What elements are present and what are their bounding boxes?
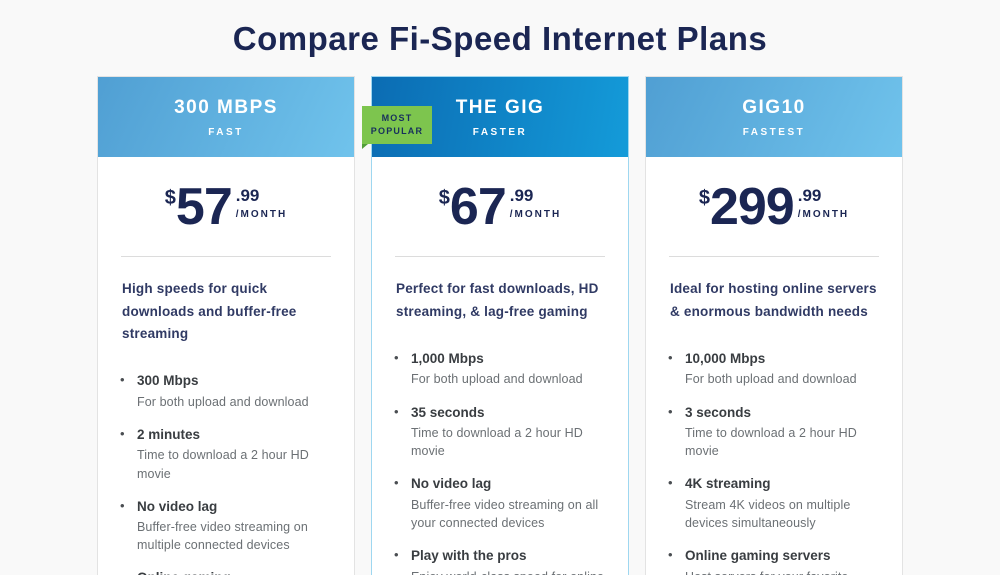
feature-item: • Online gaming Get your fill with unlim… <box>120 569 336 575</box>
feature-item: • 1,000 Mbps For both upload and downloa… <box>394 350 610 389</box>
feature-title: 4K streaming <box>685 476 771 492</box>
feature-detail: Stream 4K videos on multiple devices sim… <box>685 497 851 531</box>
feature-title: No video lag <box>411 476 492 492</box>
bullet-icon: • <box>394 403 399 419</box>
feature-detail: Time to download a 2 hour HD movie <box>685 426 857 459</box>
bullet-icon: • <box>120 425 125 441</box>
currency-symbol: $ <box>164 187 176 209</box>
price-cents: .99 <box>235 186 260 205</box>
feature-item: • 10,000 Mbps For both upload and downlo… <box>668 350 884 389</box>
price-amount: 299 <box>709 178 795 236</box>
plan-tier: FASTER <box>472 126 528 138</box>
price-period: /MONTH <box>509 209 562 220</box>
feature-item: • 35 seconds Time to download a 2 hour H… <box>394 404 610 461</box>
plan-name: 300 MBPS <box>174 96 278 118</box>
feature-detail: For both upload and download <box>685 372 857 387</box>
bullet-icon: • <box>394 547 399 563</box>
bullet-icon: • <box>668 475 673 491</box>
bullet-icon: • <box>668 349 673 365</box>
feature-title: 300 Mbps <box>137 373 199 389</box>
feature-title: 3 seconds <box>685 404 752 420</box>
plan-price: $ 67 .99 /MONTH <box>372 178 628 236</box>
feature-title: 35 seconds <box>411 404 485 420</box>
price-cents: .99 <box>797 186 822 205</box>
feature-title: Online gaming <box>137 569 336 575</box>
feature-detail: Enjoy world-class speed for online gamin… <box>411 568 610 575</box>
feature-title: 2 minutes <box>137 426 201 442</box>
bullet-icon: • <box>120 372 125 388</box>
plan-cards-row: 300 MBPS FAST $ 57 .99 /MONTH High speed… <box>0 76 1000 575</box>
plan-name: THE GIG <box>455 96 545 118</box>
plan-description: Ideal for hosting online servers & enorm… <box>670 281 877 319</box>
feature-detail: Time to download a 2 hour HD movie <box>411 426 583 459</box>
bullet-icon: • <box>668 403 673 419</box>
feature-detail: Time to download a 2 hour HD movie <box>137 448 309 481</box>
plan-header: 300 MBPS FAST <box>98 77 354 157</box>
plan-name: GIG10 <box>742 96 806 118</box>
feature-item: • 300 Mbps For both upload and download <box>120 372 336 411</box>
feature-detail: For both upload and download <box>137 394 309 409</box>
price-amount: 67 <box>449 178 507 236</box>
plan-price: $ 299 .99 /MONTH <box>646 178 902 236</box>
feature-item: • No video lag Buffer-free video streami… <box>120 498 336 555</box>
currency-symbol: $ <box>698 187 710 209</box>
plan-header: GIG10 FASTEST <box>646 77 902 157</box>
price-amount: 57 <box>175 178 233 236</box>
feature-detail: Host servers for your favorite online ga… <box>685 568 884 575</box>
most-popular-badge: MOST POPULAR <box>362 106 432 145</box>
divider <box>121 256 331 258</box>
plan-tier: FAST <box>208 126 244 138</box>
divider <box>395 256 605 258</box>
feature-list: • 300 Mbps For both upload and download … <box>120 372 336 575</box>
plan-card-the-gig: MOST POPULAR THE GIG FASTER $ 67 .99 /MO… <box>362 76 629 575</box>
plan-card-gig10: GIG10 FASTEST $ 299 .99 /MONTH Ideal for… <box>645 76 903 575</box>
plan-description: High speeds for quick downloads and buff… <box>122 281 297 341</box>
feature-title: No video lag <box>137 498 218 514</box>
bullet-icon: • <box>120 569 125 575</box>
price-cents: .99 <box>509 186 534 205</box>
price-period: /MONTH <box>235 209 288 220</box>
price-period: /MONTH <box>797 209 850 220</box>
page-title: Compare Fi-Speed Internet Plans <box>232 20 768 57</box>
feature-item: • Online gaming servers Host servers for… <box>668 547 884 575</box>
feature-item: • 4K streaming Stream 4K videos on multi… <box>668 475 884 532</box>
bullet-icon: • <box>120 497 125 513</box>
feature-item: • 2 minutes Time to download a 2 hour HD… <box>120 426 336 483</box>
feature-list: • 1,000 Mbps For both upload and downloa… <box>394 350 610 575</box>
plan-tier: FASTEST <box>742 126 806 138</box>
plan-description: Perfect for fast downloads, HD streaming… <box>396 281 599 319</box>
bullet-icon: • <box>394 475 399 491</box>
feature-item: • 3 seconds Time to download a 2 hour HD… <box>668 404 884 461</box>
bullet-icon: • <box>668 547 673 563</box>
plan-price: $ 57 .99 /MONTH <box>98 178 354 236</box>
feature-item: • No video lag Buffer-free video streami… <box>394 475 610 532</box>
divider <box>669 256 879 258</box>
feature-list: • 10,000 Mbps For both upload and downlo… <box>668 350 884 575</box>
feature-title: 1,000 Mbps <box>411 350 484 366</box>
bullet-icon: • <box>394 349 399 365</box>
feature-detail: Buffer-free video streaming on multiple … <box>137 520 308 553</box>
currency-symbol: $ <box>438 187 450 209</box>
plan-card-300mbps: 300 MBPS FAST $ 57 .99 /MONTH High speed… <box>97 76 355 575</box>
feature-title: Play with the pros <box>411 548 527 564</box>
feature-item: • Play with the pros Enjoy world-class s… <box>394 547 610 575</box>
feature-detail: For both upload and download <box>411 372 583 387</box>
feature-title: 10,000 Mbps <box>685 350 766 366</box>
feature-detail: Buffer-free video streaming on all your … <box>411 497 599 531</box>
feature-title: Online gaming servers <box>685 548 831 564</box>
